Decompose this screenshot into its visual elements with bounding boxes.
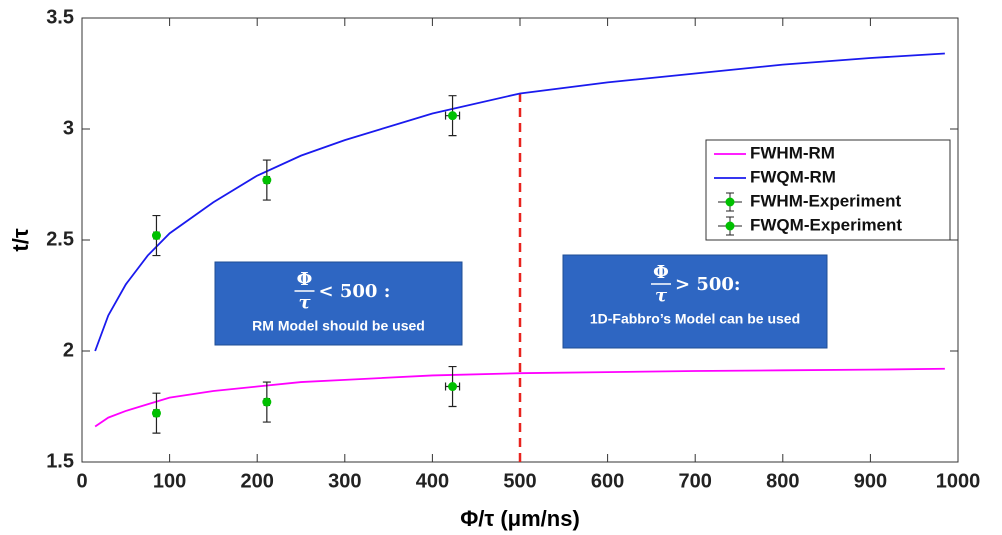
- legend-swatch: [725, 221, 735, 231]
- annotation-numerator: Φ: [653, 262, 669, 283]
- y-tick-label: 2.5: [46, 228, 74, 250]
- annotation-relation: > 500:: [675, 274, 741, 295]
- legend-label: FWHM-RM: [750, 143, 835, 162]
- y-tick-label: 3.5: [46, 6, 74, 28]
- legend-label: FWHM-Experiment: [750, 191, 901, 210]
- legend-label: FWQM-Experiment: [750, 215, 902, 234]
- x-tick-label: 100: [153, 470, 186, 492]
- x-tick-label: 800: [766, 470, 799, 492]
- data-point: [448, 111, 458, 121]
- y-axis-label: t/τ: [8, 228, 33, 251]
- x-tick-label: 200: [241, 470, 274, 492]
- data-point: [151, 408, 161, 418]
- legend-swatch: [725, 197, 735, 207]
- y-tick-label: 2: [63, 339, 74, 361]
- x-tick-label: 300: [328, 470, 361, 492]
- y-tick-label: 1.5: [46, 450, 74, 472]
- x-tick-label: 600: [591, 470, 624, 492]
- annotation-box: [562, 254, 828, 349]
- x-tick-label: 1000: [936, 470, 981, 492]
- annotation-box: [214, 261, 463, 346]
- y-tick-label: 3: [63, 117, 74, 139]
- annotation-note: RM Model should be used: [252, 318, 425, 334]
- annotation-denominator: τ: [655, 285, 668, 306]
- data-point: [151, 231, 161, 241]
- x-tick-label: 400: [416, 470, 449, 492]
- legend-box: [705, 139, 951, 241]
- x-tick-label: 500: [503, 470, 536, 492]
- data-point: [262, 175, 272, 185]
- legend-label: FWQM-RM: [750, 167, 836, 186]
- annotation-numerator: Φ: [297, 269, 313, 290]
- series-line: [94, 52, 945, 352]
- annotation-note: 1D-Fabbro’s Model can be used: [590, 311, 800, 327]
- x-axis-label: Φ/τ (μm/ns): [460, 506, 580, 531]
- x-tick-label: 700: [679, 470, 712, 492]
- series-line: [94, 367, 945, 428]
- x-tick-label: 900: [854, 470, 887, 492]
- data-point: [448, 382, 458, 392]
- annotation-relation: < 500 :: [319, 281, 391, 302]
- x-tick-label: 0: [76, 470, 87, 492]
- annotation-denominator: τ: [298, 292, 311, 313]
- data-point: [262, 397, 272, 407]
